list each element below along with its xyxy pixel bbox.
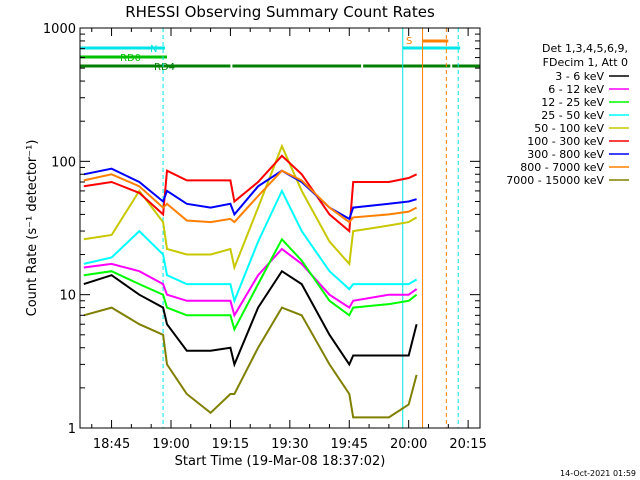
flag-label-rd0: RD0 xyxy=(120,53,141,64)
timestamp-label: 14-Oct-2021 01:59 xyxy=(560,469,636,478)
series-line-6 xyxy=(83,167,417,221)
series-line-2 xyxy=(83,237,418,332)
legend-label-0: 3 - 6 keV xyxy=(555,70,604,83)
series-line-8 xyxy=(83,306,418,419)
series-line-1 xyxy=(83,247,418,318)
y-tick-label-2: 100 xyxy=(51,155,76,170)
x-tick-label-3: 19:30 xyxy=(271,437,308,452)
flag-label-rd4: RD4 xyxy=(154,62,175,73)
series-lines xyxy=(83,143,418,419)
y-tick-label-1: 10 xyxy=(59,289,76,304)
flag-label-n: N xyxy=(150,44,157,55)
x-tick-label-4: 19:45 xyxy=(331,437,368,452)
series-line-7 xyxy=(83,169,418,224)
legend-label-5: 100 - 300 keV xyxy=(527,135,604,148)
legend-label-8: 7000 - 15000 keV xyxy=(506,174,604,187)
y-tick-label-3: 1000 xyxy=(43,22,76,37)
y-axis-ticks: 1 10 100 1000 xyxy=(43,22,480,437)
vertical-markers xyxy=(162,28,459,428)
x-axis-ticks: 18:45 19:00 19:15 19:30 19:45 20:00 20:15 xyxy=(91,28,487,452)
y-tick-label-0: 1 xyxy=(68,422,76,437)
legend-label-2: 12 - 25 keV xyxy=(541,96,604,109)
flag-label-s: S xyxy=(406,36,412,47)
series-line-3 xyxy=(83,188,418,305)
legend-label-7: 800 - 7000 keV xyxy=(520,161,604,174)
x-tick-label-6: 20:15 xyxy=(449,437,486,452)
series-line-5 xyxy=(83,154,418,234)
x-tick-label-2: 19:15 xyxy=(212,437,249,452)
legend-label-6: 300 - 800 keV xyxy=(527,148,604,161)
legend-header-line-2: FDecim 1, Att 0 xyxy=(543,56,628,69)
x-tick-label-5: 20:00 xyxy=(390,437,427,452)
y-axis-label: Count Rate (s⁻¹ detector⁻¹) xyxy=(25,140,40,317)
series-line-0 xyxy=(83,269,418,368)
chart-title: RHESSI Observing Summary Count Rates xyxy=(125,3,435,21)
plot-frame xyxy=(79,27,481,429)
series-line-4 xyxy=(83,143,418,271)
x-axis-label: Start Time (19-Mar-08 18:37:02) xyxy=(175,454,386,469)
flag-bars: RD0 RD4 N S xyxy=(80,36,480,73)
legend-label-1: 6 - 12 keV xyxy=(548,83,604,96)
x-tick-label-1: 19:00 xyxy=(152,437,189,452)
x-tick-label-0: 18:45 xyxy=(93,437,130,452)
legend-label-4: 50 - 100 keV xyxy=(534,122,604,135)
legend-label-3: 25 - 50 keV xyxy=(541,109,604,122)
legend-header-line-1: Det 1,3,4,5,6,9, xyxy=(542,42,628,55)
